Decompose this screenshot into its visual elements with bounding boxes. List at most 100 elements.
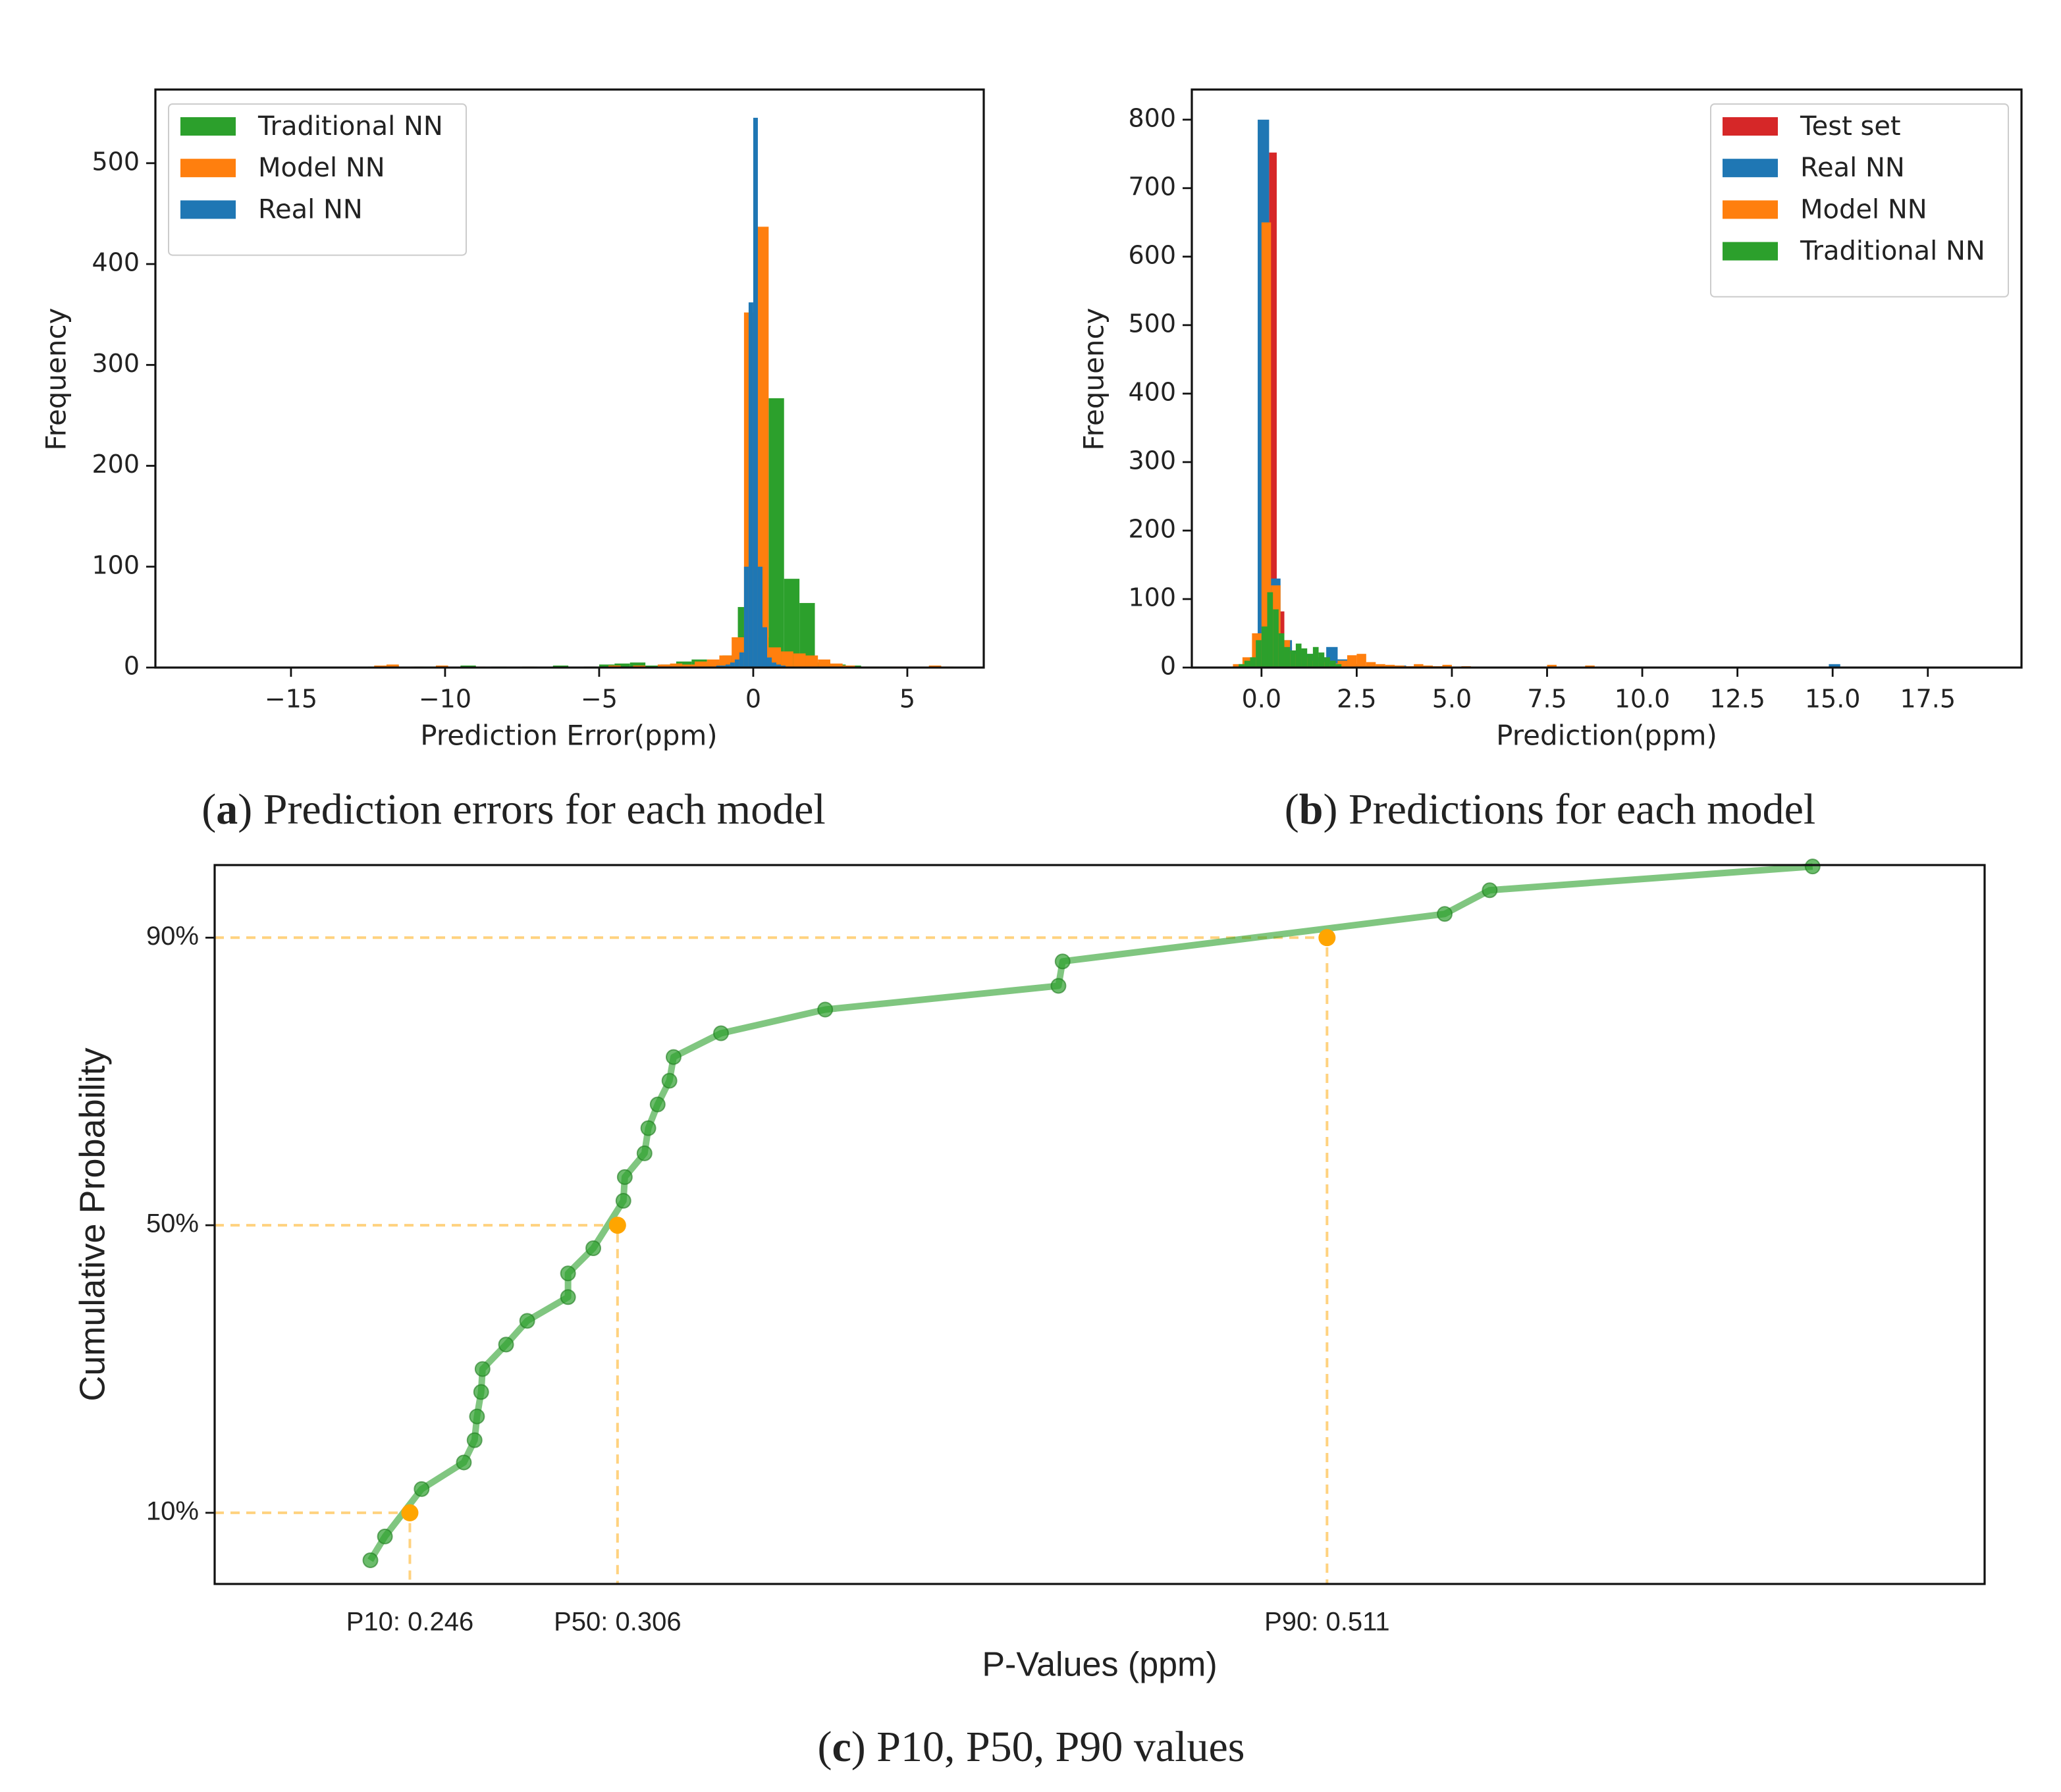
cdf-point	[649, 1096, 666, 1113]
cdf-point	[519, 1313, 535, 1329]
histogram-bar	[734, 659, 739, 668]
histogram-bar	[1312, 646, 1319, 668]
histogram-bar	[756, 226, 769, 668]
percentile-guide	[215, 1224, 619, 1584]
x-tick-label: 17.5	[1900, 685, 1956, 714]
histogram-bar	[762, 627, 767, 668]
legend-label: Model NN	[258, 153, 385, 183]
x-axis-label: Prediction(ppm)	[1496, 720, 1717, 752]
plot-frame	[1191, 88, 2023, 669]
y-tick-label: 10%	[146, 1496, 199, 1525]
caption-label: a	[216, 785, 238, 833]
histogram-bar	[793, 653, 806, 668]
percentile-label: P90: 0.511	[1264, 1608, 1390, 1637]
caption-label: b	[1299, 785, 1324, 833]
x-tick-label: −15	[265, 685, 317, 714]
y-axis-label: Frequency	[1078, 308, 1110, 451]
y-tick-label: 100	[92, 550, 140, 579]
x-tick-label: 2.5	[1337, 685, 1376, 714]
histogram-bar	[776, 664, 782, 668]
chart-panel: Test set Real NN Model NN Traditional NN 0.0…	[1078, 88, 2023, 833]
histogram-bar	[657, 664, 670, 668]
caption: (c) P10, P50, P90 values	[818, 1723, 1245, 1771]
histogram-bar	[830, 663, 843, 668]
histogram-bar	[784, 579, 800, 668]
histogram-bar	[768, 398, 784, 668]
x-tick-label: 5	[899, 685, 915, 714]
legend-swatch	[1723, 200, 1778, 219]
y-tick-label: 800	[1128, 103, 1176, 132]
caption: (a) Prediction errors for each model	[201, 785, 825, 833]
cdf-point	[560, 1265, 576, 1282]
x-tick-label: 0	[745, 685, 761, 714]
cdf-point	[1804, 858, 1821, 875]
y-tick-label: 400	[92, 248, 140, 277]
y-tick-label: 600	[1128, 240, 1176, 269]
percentile-point	[608, 1217, 626, 1234]
cdf-point	[640, 1120, 656, 1136]
histogram-bar	[1829, 664, 1840, 668]
histogram-bar	[629, 662, 646, 668]
histogram-bar	[1250, 657, 1256, 668]
y-tick-label: 0	[124, 652, 140, 681]
legend-label: Test set	[1800, 111, 1901, 142]
histogram-bar	[1324, 657, 1330, 668]
y-tick-label: 300	[92, 349, 140, 378]
cdf-point	[469, 1408, 485, 1425]
x-tick-label: 12.5	[1709, 685, 1765, 714]
cdf-point	[498, 1336, 514, 1353]
caption-open: (	[818, 1723, 832, 1771]
histogram-bar	[1239, 664, 1245, 668]
cdf-point	[665, 1049, 682, 1065]
histogram-bar	[1335, 664, 1342, 668]
histogram-bar	[1233, 664, 1243, 668]
y-axis-label: Frequency	[40, 308, 72, 451]
legend-swatch	[1723, 117, 1778, 136]
y-tick-label: 400	[1128, 377, 1176, 406]
histogram-bar	[781, 651, 793, 668]
plot-frame	[154, 88, 985, 669]
cdf-point	[1437, 906, 1453, 922]
cdf-point	[414, 1481, 430, 1497]
x-axis-label: P-Values (ppm)	[982, 1646, 1217, 1684]
histogram-bar	[1273, 609, 1279, 668]
histogram-bar	[766, 657, 772, 668]
histogram-bar	[1284, 646, 1291, 668]
legend-swatch	[180, 117, 236, 136]
histogram-bar	[1290, 650, 1296, 668]
percentile-guide	[215, 936, 1329, 1584]
cdf-point	[712, 1025, 729, 1041]
histogram-bar	[743, 566, 749, 668]
percentile-label: P50: 0.306	[554, 1608, 682, 1637]
histogram-bar	[753, 117, 758, 668]
cdf-point	[1050, 978, 1067, 994]
histogram-bar	[1385, 664, 1395, 668]
legend-label: Real NN	[1800, 153, 1905, 183]
plot-frame	[213, 864, 1986, 1585]
histogram-bar	[1269, 152, 1277, 668]
histogram-bar	[1295, 643, 1302, 668]
cdf-point	[616, 1169, 633, 1185]
legend-swatch	[180, 200, 236, 219]
histogram-bar	[1307, 654, 1313, 668]
x-tick-label: 0.0	[1242, 685, 1281, 714]
histogram-bar	[1376, 664, 1385, 668]
histogram-bar	[1366, 662, 1376, 668]
cdf-point	[466, 1432, 483, 1448]
y-tick-label: 0	[1160, 652, 1176, 681]
y-tick-label: 500	[1128, 309, 1176, 338]
caption-text: ) P10, P50, P90 values	[851, 1723, 1245, 1771]
legend-label: Traditional NN	[257, 111, 443, 142]
x-tick-label: −5	[581, 685, 618, 714]
histogram-bar	[818, 659, 830, 668]
histogram-bar	[1356, 654, 1366, 668]
legend-swatch	[1723, 242, 1778, 261]
caption-open: (	[201, 785, 216, 833]
histogram-bar	[1347, 655, 1357, 668]
cdf-point	[560, 1289, 576, 1305]
histogram-bar	[1414, 664, 1424, 668]
legend: Traditional NN Model NN Real NN	[168, 103, 467, 256]
legend-label: Traditional NN	[1800, 236, 1985, 267]
percentile-label: P10: 0.246	[346, 1608, 474, 1637]
